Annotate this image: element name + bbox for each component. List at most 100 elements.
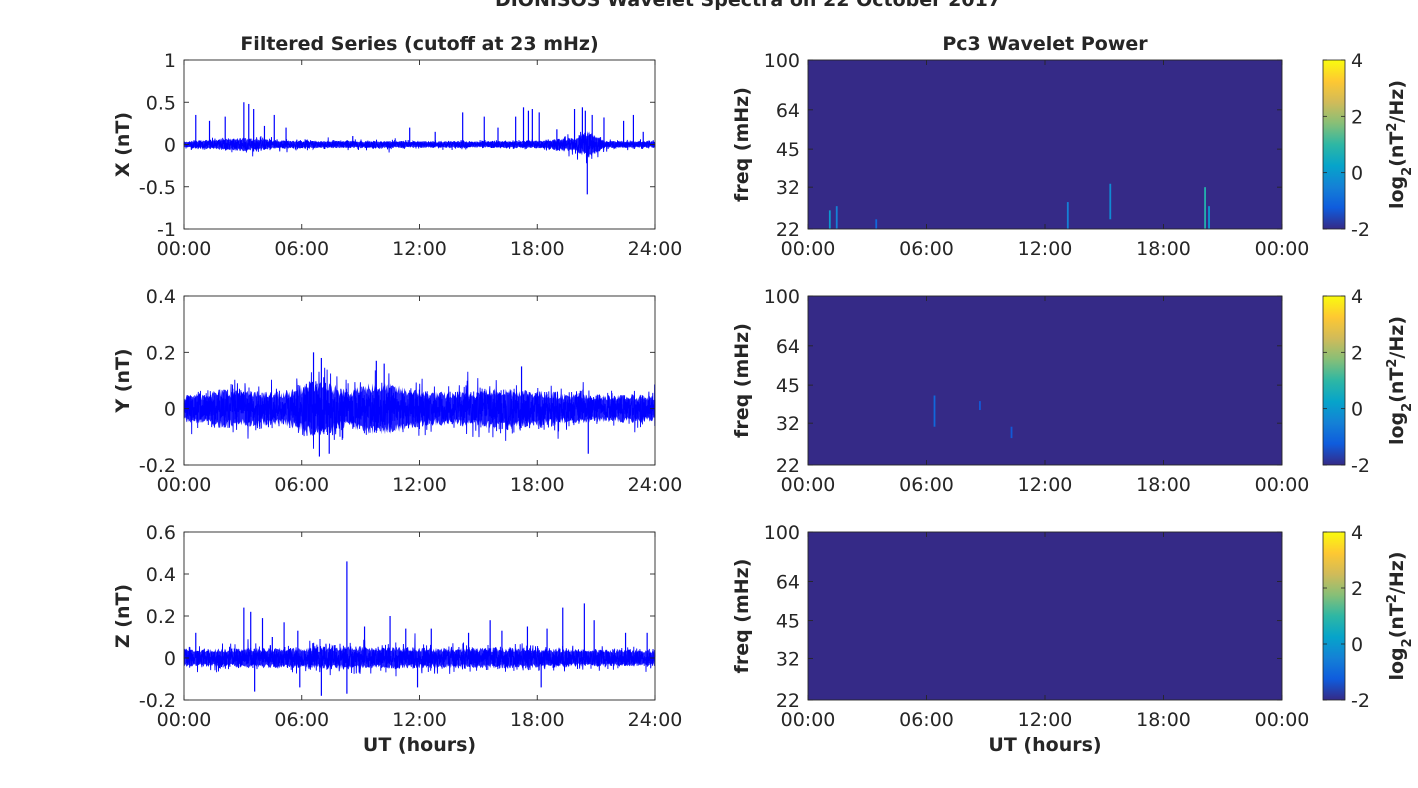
panel-time-series-0: 00:00 06:00 12:00 18:00 24:00 1 0.5 0 -0.5 -1 Filt… xyxy=(112,33,682,260)
y-tick-label: 1 xyxy=(164,50,176,72)
colorbar-tick-label: 2 xyxy=(1351,342,1363,364)
colorbar-tick-label: 4 xyxy=(1351,522,1363,544)
plot-area xyxy=(184,532,655,700)
colorbar-tick-label: 4 xyxy=(1351,50,1363,72)
x-tick-label: 06:00 xyxy=(899,238,954,260)
x-tick-label: 06:00 xyxy=(899,474,954,496)
y-tick-label: 45 xyxy=(776,139,800,161)
x-tick-label: 18:00 xyxy=(510,238,565,260)
panel-title: Filtered Series (cutoff at 23 mHz) xyxy=(240,33,598,55)
colorbar-tick-label: -2 xyxy=(1351,455,1370,477)
power-feature-4 xyxy=(1109,183,1112,220)
y-tick-label: 22 xyxy=(776,690,800,712)
y-tick-label: -1 xyxy=(157,219,176,241)
power-feature-2 xyxy=(1010,426,1013,439)
colorbar xyxy=(1322,59,1346,230)
y-tick-label: 0.5 xyxy=(146,92,176,114)
x-tick-label: 24:00 xyxy=(628,474,683,496)
x-tick-label: 00:00 xyxy=(157,709,212,731)
colorbar xyxy=(1322,531,1346,701)
colorbar-tick-label: -2 xyxy=(1351,690,1370,712)
colorbar-label: log2(nT2/Hz) xyxy=(1385,80,1415,209)
colorbar-tick-label: 2 xyxy=(1351,106,1363,128)
y-tick-label: 22 xyxy=(776,455,800,477)
power-feature-1 xyxy=(835,206,838,229)
x-tick-label: 12:00 xyxy=(1018,238,1073,260)
colorbar-tick-label: -2 xyxy=(1351,219,1370,241)
x-tick-label: 00:00 xyxy=(781,238,836,260)
y-tick-label: 32 xyxy=(776,648,800,670)
y-tick-label: 45 xyxy=(776,375,800,397)
colorbar-tick-label: 4 xyxy=(1351,286,1363,308)
y-tick-label: 32 xyxy=(776,177,800,199)
x-tick-label: 18:00 xyxy=(1136,709,1191,731)
x-tick-label: 12:00 xyxy=(392,474,447,496)
power-feature-5 xyxy=(1204,187,1206,229)
y-tick-label: 0.2 xyxy=(146,342,176,364)
series-envelope xyxy=(184,131,655,158)
y-tick-label: -0.2 xyxy=(139,455,176,477)
x-tick-label: 12:00 xyxy=(392,238,447,260)
y-tick-label: 64 xyxy=(776,572,800,594)
power-feature-1 xyxy=(979,401,981,411)
y-tick-label: 64 xyxy=(776,100,800,122)
y-tick-label: 0 xyxy=(164,399,176,421)
x-tick-label: 18:00 xyxy=(1136,238,1191,260)
y-tick-label: -0.5 xyxy=(139,177,176,199)
plot-area xyxy=(184,296,655,465)
x-tick-label: 06:00 xyxy=(274,474,329,496)
colorbar xyxy=(1322,295,1346,466)
colorbar-label: log2(nT2/Hz) xyxy=(1385,551,1415,680)
colorbar-tick-label: 0 xyxy=(1351,163,1363,185)
x-tick-label: 00:00 xyxy=(1255,709,1310,731)
colorbar-tick-label: 0 xyxy=(1351,634,1363,656)
y-tick-label: 32 xyxy=(776,413,800,435)
x-tick-label: 00:00 xyxy=(781,474,836,496)
y-tick-label: 0.6 xyxy=(146,522,176,544)
y-tick-label: 0.2 xyxy=(146,606,176,628)
y-tick-label: 0 xyxy=(164,135,176,157)
y-axis-label: freq (mHz) xyxy=(731,323,753,438)
colorbar-label: log2(nT2/Hz) xyxy=(1385,316,1415,445)
x-tick-label: 06:00 xyxy=(274,709,329,731)
spectrum-background xyxy=(808,60,1282,229)
x-tick-label: 00:00 xyxy=(157,474,212,496)
y-tick-label: 45 xyxy=(776,611,800,633)
panels: 00:00 06:00 12:00 18:00 24:00 1 0.5 0 -0.5 -1 Filt… xyxy=(112,33,1415,756)
x-axis-label: UT (hours) xyxy=(363,734,476,756)
x-tick-label: 12:00 xyxy=(392,709,447,731)
power-feature-0 xyxy=(828,210,831,229)
spectrum-background xyxy=(808,532,1282,700)
power-feature-3 xyxy=(1066,202,1069,229)
y-tick-label: 0 xyxy=(164,648,176,670)
panel-spectrum-3: 4 2 0 -2 log2(nT2/Hz) 00:00 06:00 12:00 18:00 00:… xyxy=(731,286,1415,496)
x-tick-label: 12:00 xyxy=(1018,474,1073,496)
power-feature-0 xyxy=(933,395,936,427)
y-tick-label: -0.2 xyxy=(139,690,176,712)
panel-time-series-4: 00:00 06:00 12:00 18:00 24:00 0.6 0.4 0.2 0 -0.2 U… xyxy=(112,522,682,756)
y-tick-label: 100 xyxy=(764,286,800,308)
panel-time-series-2: 00:00 06:00 12:00 18:00 24:00 0.4 0.2 0 -0.2 Y (n… xyxy=(112,286,682,496)
x-tick-label: 00:00 xyxy=(1255,474,1310,496)
x-tick-label: 06:00 xyxy=(899,709,954,731)
colorbar-tick-label: 2 xyxy=(1351,578,1363,600)
y-axis-label: freq (mHz) xyxy=(731,87,753,202)
panel-spectrum-5: 4 2 0 -2 log2(nT2/Hz) 00:00 06:00 12:00 18:00 00:… xyxy=(731,522,1415,756)
x-axis-label: UT (hours) xyxy=(988,734,1101,756)
x-tick-label: 24:00 xyxy=(628,238,683,260)
x-tick-label: 00:00 xyxy=(1255,238,1310,260)
series-envelope xyxy=(184,646,655,670)
x-tick-label: 18:00 xyxy=(510,474,565,496)
y-axis-label: X (nT) xyxy=(112,112,134,177)
x-tick-label: 18:00 xyxy=(1136,474,1191,496)
x-tick-label: 18:00 xyxy=(510,709,565,731)
power-feature-6 xyxy=(1208,206,1210,229)
x-tick-label: 00:00 xyxy=(781,709,836,731)
y-axis-label: Z (nT) xyxy=(112,584,134,648)
y-axis-label: freq (mHz) xyxy=(731,559,753,674)
y-tick-label: 0.4 xyxy=(146,564,176,586)
y-tick-label: 100 xyxy=(764,522,800,544)
figure-title: DIONISOS Wavelet Spectra on 22 October 2… xyxy=(495,0,1001,11)
x-tick-label: 06:00 xyxy=(274,238,329,260)
spectrum-background xyxy=(808,296,1282,465)
